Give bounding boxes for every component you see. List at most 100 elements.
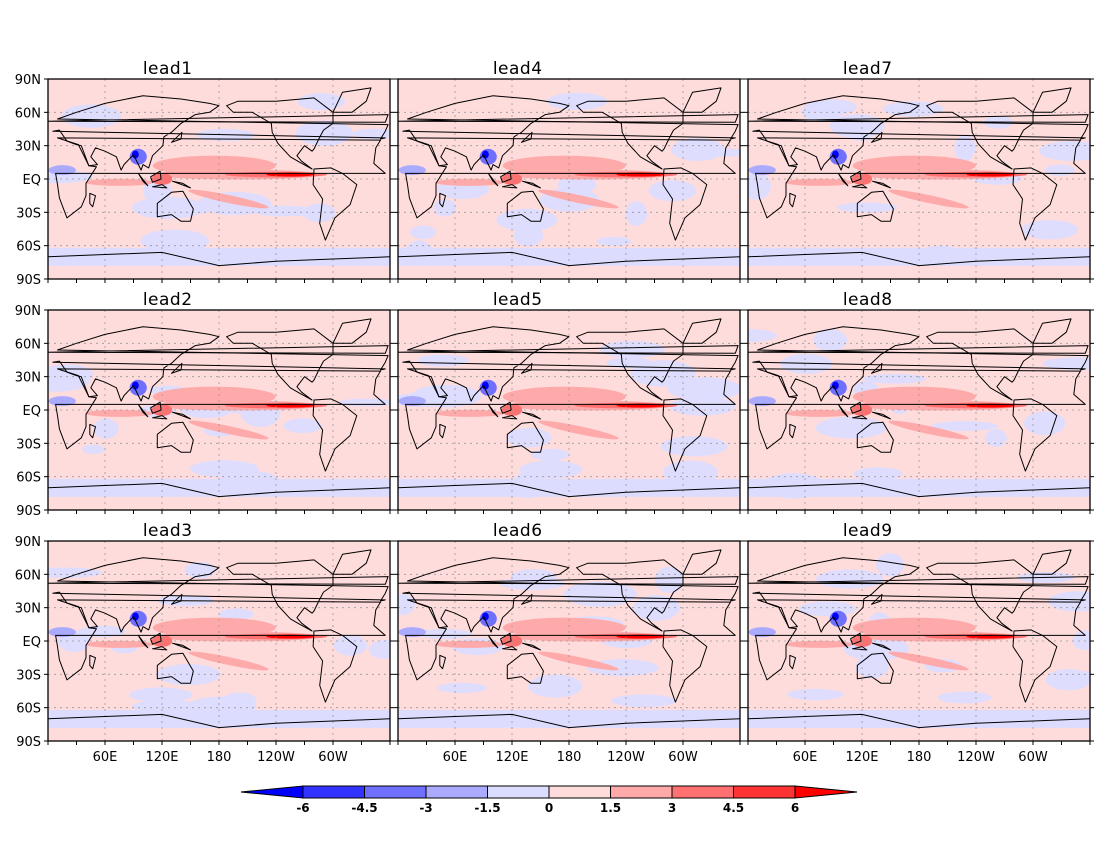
coastline (850, 170, 862, 183)
coastline (748, 482, 1090, 498)
coastline (332, 318, 372, 344)
coastline (152, 415, 168, 420)
map-panel-4: lead2 90N 60N 30N EQ 30S 60S 90S (15, 290, 394, 519)
lon-tick-label: 60E (93, 750, 118, 765)
field-contour (815, 416, 887, 439)
map-panel-6: lead8 (744, 290, 1094, 514)
coastline (398, 345, 739, 354)
coastline (398, 576, 739, 585)
coastline (487, 172, 499, 187)
colorbar-box (733, 785, 796, 799)
coastline (837, 403, 849, 418)
map-panel-2: lead4 (394, 59, 744, 283)
coastline (487, 634, 499, 649)
lat-tick-label: 90S (16, 273, 41, 288)
lat-tick-label: 60S (16, 471, 41, 486)
coastline (439, 423, 446, 439)
coastline (852, 184, 868, 189)
field-contour (831, 381, 839, 390)
coastline (789, 192, 796, 208)
colorbar-extend-max (794, 785, 858, 799)
coastline (502, 184, 518, 189)
coastline (312, 167, 358, 241)
coastline (850, 632, 862, 645)
field-contour (888, 420, 969, 440)
field-contour (436, 682, 488, 694)
lat-tick-label: 90S (16, 504, 41, 519)
coastline (856, 421, 894, 453)
coastline (752, 95, 1089, 171)
field-contour (831, 150, 839, 159)
coastline (682, 318, 722, 344)
coastline (156, 190, 194, 222)
field-contour (785, 178, 854, 186)
coastline (662, 167, 708, 241)
field-contour (538, 189, 619, 209)
field-contour (882, 101, 944, 117)
coastline (1012, 629, 1058, 703)
lat-tick-label: 30N (15, 602, 41, 617)
colorbar-tick-label: 4.5 (723, 801, 744, 815)
lat-tick-label: 30N (15, 371, 41, 386)
coastline (752, 326, 1089, 402)
coastline (52, 326, 389, 402)
coastline (48, 345, 389, 354)
field-contour (876, 553, 905, 577)
field-contour (831, 612, 839, 621)
field-contour (189, 460, 259, 478)
map-panel-1: lead1 90N 60N 30N EQ 30S 60S 90S (15, 59, 394, 288)
field-contour (78, 625, 126, 638)
field-contour (479, 148, 497, 165)
coastline (226, 559, 334, 632)
map-panel-8: lead6 60E 120E 180 120W 60W (394, 521, 744, 765)
coastline (52, 557, 389, 633)
coastline (55, 137, 386, 219)
field-contour (131, 150, 139, 159)
colorbar-box (487, 785, 550, 799)
coastline (522, 411, 541, 420)
field-contour (748, 165, 776, 176)
coastline (137, 403, 149, 418)
field-contour (506, 427, 552, 448)
field-contour (748, 627, 776, 638)
field-contour (48, 709, 390, 728)
lat-tick-label: EQ (23, 173, 41, 188)
panel-title: lead8 (843, 290, 893, 310)
field-contour (748, 396, 776, 407)
field-contour (853, 467, 903, 481)
field-contour (1072, 630, 1090, 650)
panel-title: lead6 (493, 521, 543, 541)
field-contour (188, 189, 269, 209)
field-contour (748, 709, 1090, 728)
field-contour (435, 178, 504, 186)
coastline (662, 629, 708, 703)
field-contour (538, 420, 619, 440)
coastline (137, 634, 149, 649)
coastline (856, 652, 894, 684)
field-contour (433, 199, 456, 217)
coastline (439, 654, 446, 670)
coastline (872, 180, 891, 189)
coastline (522, 642, 541, 651)
coastline (837, 634, 849, 649)
colorbar-box (302, 785, 365, 799)
field-contour (855, 654, 889, 679)
lon-tick-label: 60W (1018, 750, 1048, 765)
field-contour (93, 418, 119, 439)
field-contour (1023, 411, 1066, 436)
field-contour (129, 687, 193, 703)
coastline (398, 251, 740, 267)
coastline (405, 137, 736, 219)
coastline (332, 87, 372, 113)
coastline (1012, 167, 1058, 241)
coastline (521, 593, 533, 605)
coastline (662, 398, 708, 472)
field-contour (596, 236, 632, 246)
coastline (837, 172, 849, 187)
lat-tick-label: 30S (16, 668, 41, 683)
field-contour (61, 104, 122, 128)
coastline (502, 415, 518, 420)
colorbar-tick-label: 6 (791, 801, 799, 815)
coastline (521, 131, 533, 143)
field-contour (131, 381, 139, 390)
